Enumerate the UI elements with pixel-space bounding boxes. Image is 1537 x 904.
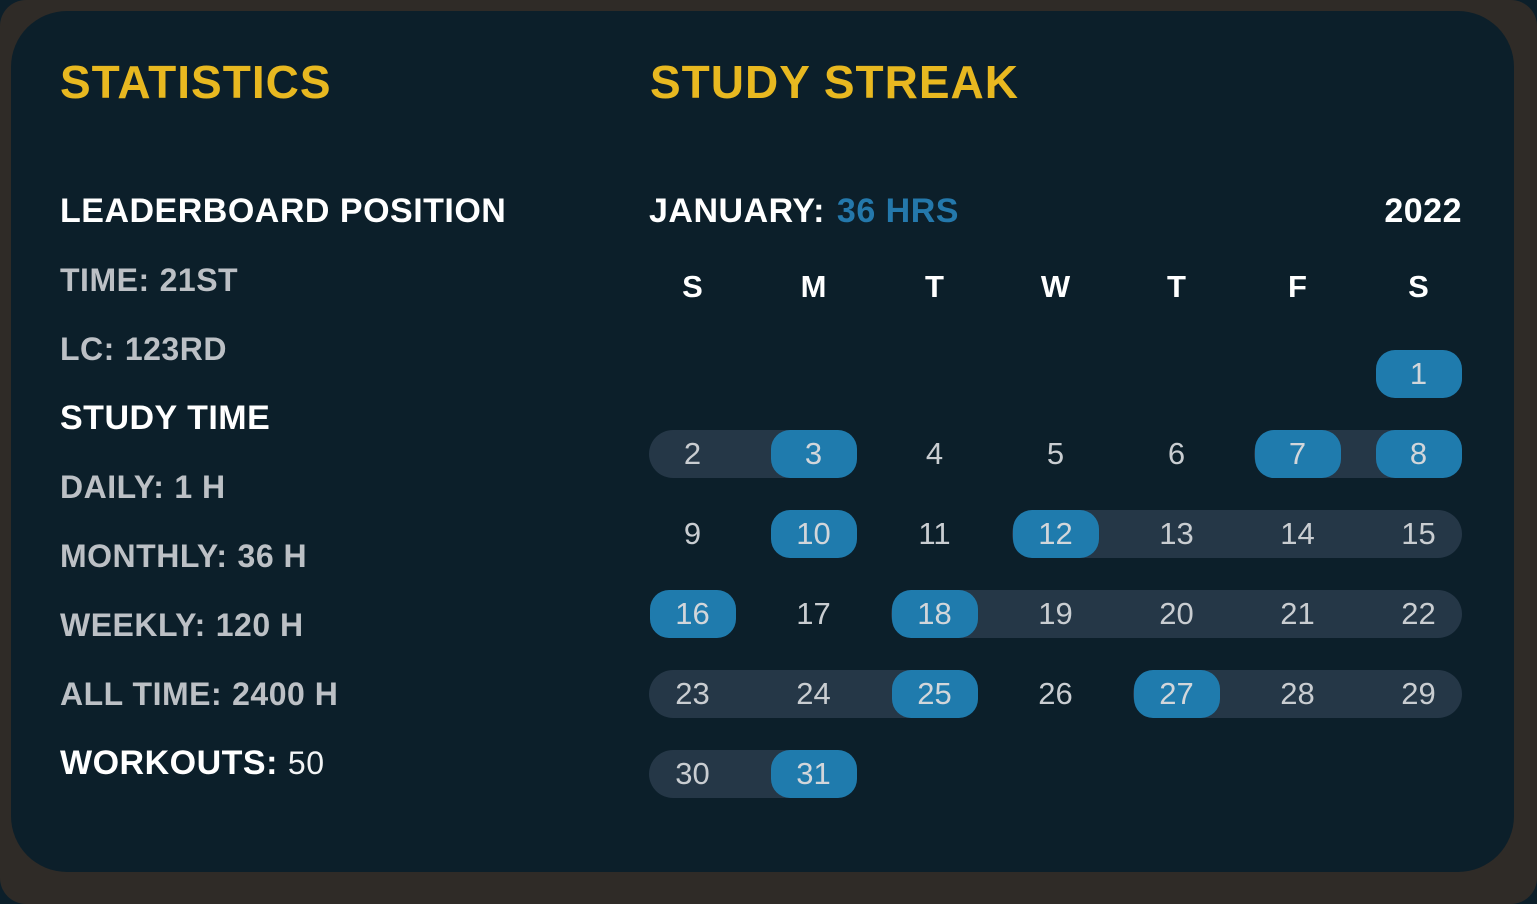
calendar-day: 19 xyxy=(1038,596,1073,631)
calendar-day: 6 xyxy=(1167,436,1186,471)
study-time-weekly: WEEKLY: 120 H xyxy=(60,591,620,660)
study-time-alltime-value: 2400 H xyxy=(232,676,339,712)
calendar-day-studied: 8 xyxy=(1375,430,1462,478)
weekday-header-6: F xyxy=(1288,269,1307,304)
weekday-header-3: T xyxy=(925,269,944,304)
study-time-daily-label: DAILY: xyxy=(60,469,165,505)
calendar-day: 13 xyxy=(1159,516,1194,551)
study-time-daily-value: 1 H xyxy=(174,469,226,505)
leaderboard-lc-rank: LC: 123RD xyxy=(60,315,620,384)
calendar-day: 22 xyxy=(1401,596,1436,631)
calendar-day: 26 xyxy=(1038,676,1073,711)
study-time-weekly-value: 120 H xyxy=(215,607,304,643)
study-time-weekly-label: WEEKLY: xyxy=(60,607,206,643)
calendar-day-studied: 12 xyxy=(1012,510,1099,558)
calendar-day: 24 xyxy=(796,676,831,711)
calendar-day-studied: 18 xyxy=(891,590,978,638)
stats-card: STATISTICS STUDY STREAK LEADERBOARD POSI… xyxy=(11,11,1514,872)
study-time-alltime-label: ALL TIME: xyxy=(60,676,223,712)
month-hours: 36 HRS xyxy=(836,192,959,230)
weekday-header-5: T xyxy=(1167,269,1186,304)
calendar-week-4: 16 17 18 19 20 21 22 xyxy=(632,574,1479,654)
leaderboard-lc-rank-label: LC: xyxy=(60,331,115,367)
calendar-day: 20 xyxy=(1159,596,1194,631)
calendar-day: 5 xyxy=(1046,436,1065,471)
workouts-count: WORKOUTS: 50 xyxy=(60,729,620,798)
leaderboard-position-heading: LEADERBOARD POSITION xyxy=(60,177,620,246)
study-time-monthly: MONTHLY: 36 H xyxy=(60,522,620,591)
calendar-week-1: 1 xyxy=(632,334,1479,414)
calendar-day-studied: 7 xyxy=(1254,430,1341,478)
calendar-day: 2 xyxy=(683,436,702,471)
statistics-title: STATISTICS xyxy=(60,56,332,108)
calendar-day: 23 xyxy=(675,676,710,711)
calendar-day-studied: 27 xyxy=(1133,670,1220,718)
calendar-day: 28 xyxy=(1280,676,1315,711)
calendar-week-6: 30 31 xyxy=(632,734,1479,814)
leaderboard-lc-rank-value: 123RD xyxy=(124,331,227,367)
workouts-count-label: WORKOUTS: xyxy=(60,744,278,782)
year-label: 2022 xyxy=(1384,192,1462,230)
leaderboard-position-heading-label: LEADERBOARD POSITION xyxy=(60,192,507,230)
month-summary: JANUARY: 36 HRS xyxy=(649,192,959,231)
study-time-alltime: ALL TIME: 2400 H xyxy=(60,660,620,729)
calendar-day: 21 xyxy=(1280,596,1315,631)
calendar-weeks: 1 2 3 4 5 6 7 8 9 10 11 12 13 14 15 16 17 18 19 20 21 22 23 24 2… xyxy=(632,334,1479,814)
calendar-day: 4 xyxy=(925,436,944,471)
calendar-day-studied: 1 xyxy=(1375,350,1462,398)
leaderboard-time-rank-label: TIME: xyxy=(60,262,150,298)
calendar-day: 15 xyxy=(1401,516,1436,551)
calendar-day: 30 xyxy=(675,756,710,791)
study-time-daily: DAILY: 1 H xyxy=(60,453,620,522)
study-time-heading-label: STUDY TIME xyxy=(60,399,271,437)
weekday-header-7: S xyxy=(1408,269,1429,304)
month-name: JANUARY: xyxy=(649,192,825,230)
calendar-day-studied: 3 xyxy=(770,430,857,478)
calendar-day-studied: 10 xyxy=(770,510,857,558)
streak-band xyxy=(891,590,1462,638)
study-streak-title: STUDY STREAK xyxy=(650,56,1019,108)
month-summary-row: JANUARY: 36 HRS 2022 xyxy=(632,177,1479,246)
calendar-week-3: 9 10 11 12 13 14 15 xyxy=(632,494,1479,574)
statistics-lines: LEADERBOARD POSITION TIME: 21ST LC: 123RD STU… xyxy=(60,177,620,798)
calendar-day: 9 xyxy=(683,516,702,551)
leaderboard-time-rank-value: 21ST xyxy=(159,262,239,298)
calendar-day: 11 xyxy=(918,516,951,551)
calendar-day: 17 xyxy=(796,596,831,631)
study-time-monthly-value: 36 H xyxy=(237,538,308,574)
calendar-day: 29 xyxy=(1401,676,1436,711)
calendar-day: 14 xyxy=(1280,516,1315,551)
leaderboard-time-rank: TIME: 21ST xyxy=(60,246,620,315)
calendar-day-studied: 31 xyxy=(770,750,857,798)
weekday-header-1: S xyxy=(682,269,703,304)
calendar-day-studied: 25 xyxy=(891,670,978,718)
study-time-heading: STUDY TIME xyxy=(60,384,620,453)
calendar-day-studied: 16 xyxy=(649,590,736,638)
weekday-header-4: W xyxy=(1040,269,1071,304)
workouts-count-value: 50 xyxy=(287,745,325,781)
calendar-week-5: 23 24 25 26 27 28 29 xyxy=(632,654,1479,734)
weekday-header-2: M xyxy=(800,269,827,304)
study-time-monthly-label: MONTHLY: xyxy=(60,538,228,574)
